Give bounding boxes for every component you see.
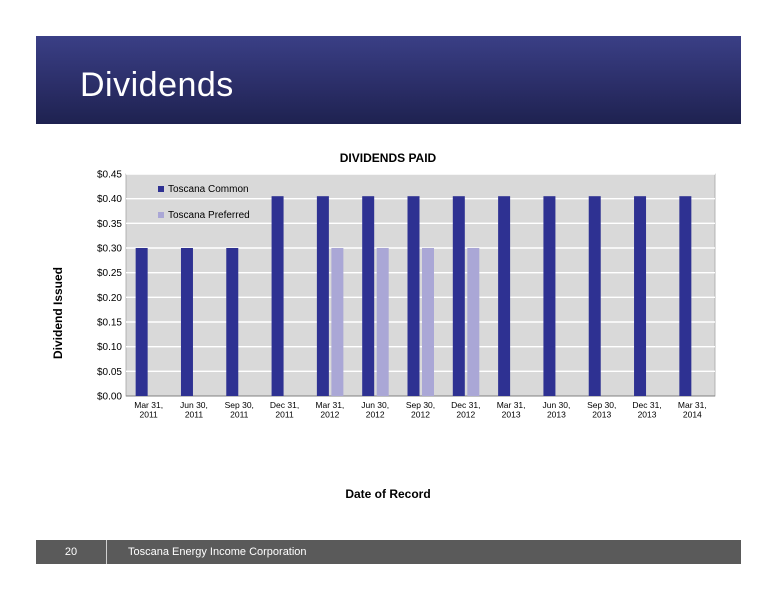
x-tick-label: Sep 30, bbox=[587, 400, 616, 410]
x-tick-label: 2012 bbox=[411, 410, 430, 420]
x-tick-label: 2011 bbox=[185, 410, 204, 420]
x-tick-label: Dec 31, bbox=[632, 400, 661, 410]
x-tick-label: Jun 30, bbox=[361, 400, 389, 410]
bar-common bbox=[180, 248, 193, 396]
bar-common bbox=[452, 196, 465, 396]
page-number: 20 bbox=[64, 546, 78, 558]
bar-common bbox=[226, 248, 239, 396]
legend-swatch bbox=[158, 212, 164, 218]
bar-common bbox=[362, 196, 375, 396]
y-tick-label: $0.25 bbox=[97, 268, 122, 279]
bar-common bbox=[498, 196, 511, 396]
y-tick-label: $0.20 bbox=[97, 293, 122, 304]
y-tick-label: $0.40 bbox=[97, 194, 122, 205]
x-tick-label: 2013 bbox=[547, 410, 566, 420]
bar-common bbox=[634, 196, 647, 396]
x-tick-label: Sep 30, bbox=[225, 400, 254, 410]
bar-common bbox=[407, 196, 420, 396]
x-tick-label: Mar 31, bbox=[497, 400, 526, 410]
bar-common bbox=[271, 196, 284, 396]
y-tick-label: $0.10 bbox=[97, 342, 122, 353]
company-name: Toscana Energy Income Corporation bbox=[128, 546, 307, 558]
page-title: Dividends bbox=[80, 66, 234, 104]
x-tick-label: Mar 31, bbox=[134, 400, 163, 410]
chart-title: DIVIDENDS PAID bbox=[339, 151, 437, 165]
bar-preferred bbox=[467, 248, 480, 396]
x-tick-label: 2011 bbox=[230, 410, 249, 420]
y-tick-label: $0.00 bbox=[97, 392, 122, 403]
bar-common bbox=[679, 196, 692, 396]
x-tick-label: 2013 bbox=[502, 410, 521, 420]
bar-preferred bbox=[376, 248, 389, 396]
x-tick-label: 2012 bbox=[366, 410, 385, 420]
footer-divider bbox=[106, 540, 107, 564]
legend-swatch bbox=[158, 186, 164, 192]
legend-label: Toscana Preferred bbox=[168, 210, 250, 221]
x-tick-label: Jun 30, bbox=[542, 400, 570, 410]
title-banner: Dividends bbox=[36, 36, 741, 124]
y-tick-label: $0.30 bbox=[97, 244, 122, 255]
footer-bar: 20 Toscana Energy Income Corporation bbox=[36, 540, 741, 564]
bar-preferred bbox=[422, 248, 434, 396]
legend-label: Toscana Common bbox=[168, 184, 249, 195]
x-tick-label: 2013 bbox=[638, 410, 657, 420]
x-tick-label: Jun 30, bbox=[180, 400, 208, 410]
bar-common bbox=[316, 196, 329, 396]
x-axis-label: Date of Record bbox=[345, 487, 431, 501]
bar-preferred bbox=[331, 248, 344, 396]
y-tick-label: $0.15 bbox=[97, 318, 122, 329]
y-tick-label: $0.05 bbox=[97, 367, 122, 378]
bar-common bbox=[588, 196, 601, 396]
x-tick-label: 2014 bbox=[683, 410, 702, 420]
y-tick-label: $0.35 bbox=[97, 219, 122, 230]
x-tick-label: Dec 31, bbox=[451, 400, 480, 410]
x-tick-label: 2011 bbox=[275, 410, 294, 420]
y-tick-label: $0.45 bbox=[97, 170, 122, 181]
x-tick-label: Mar 31, bbox=[315, 400, 344, 410]
bar-common bbox=[543, 196, 556, 396]
x-tick-label: Dec 31, bbox=[270, 400, 299, 410]
x-tick-label: 2013 bbox=[592, 410, 611, 420]
x-tick-label: Mar 31, bbox=[678, 400, 707, 410]
x-tick-label: 2011 bbox=[140, 410, 159, 420]
bar-common bbox=[135, 248, 148, 396]
x-tick-label: 2012 bbox=[320, 410, 339, 420]
plot-area bbox=[125, 173, 716, 397]
x-tick-label: Sep 30, bbox=[406, 400, 435, 410]
x-tick-label: 2012 bbox=[456, 410, 475, 420]
